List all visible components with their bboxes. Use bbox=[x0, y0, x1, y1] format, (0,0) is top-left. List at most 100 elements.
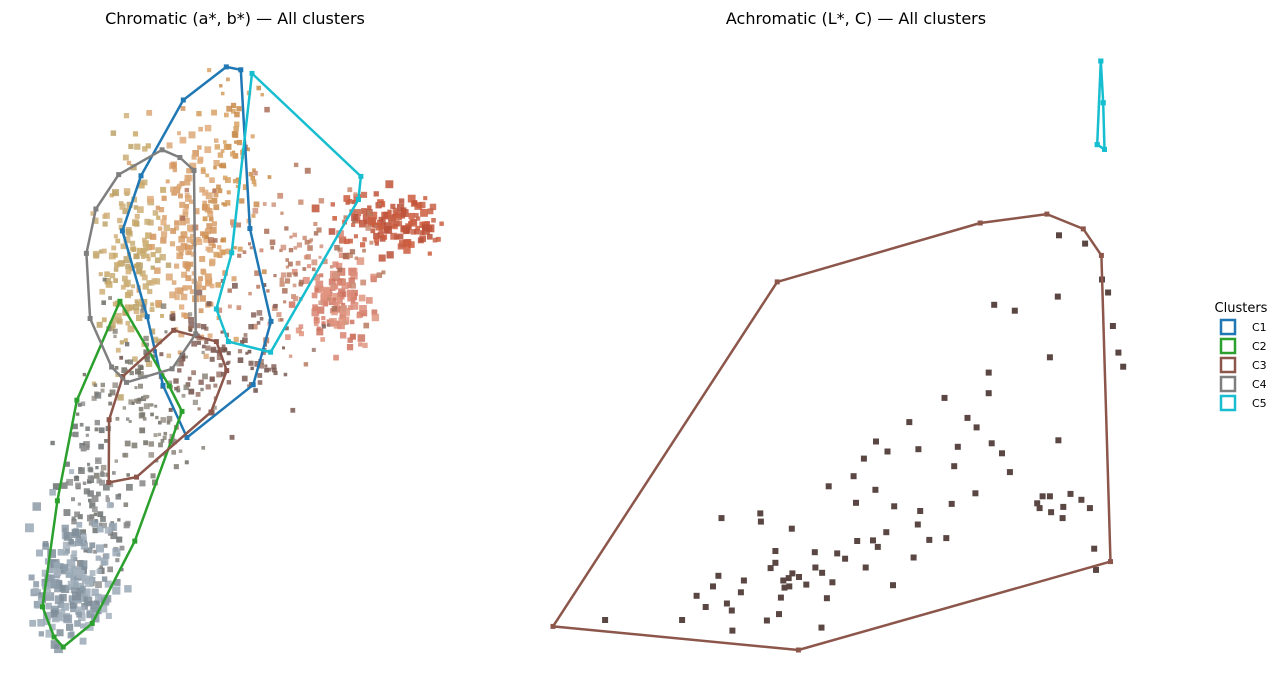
chromatic-point-624 bbox=[350, 333, 356, 340]
chromatic-point-1250 bbox=[100, 557, 109, 566]
chromatic-point-370 bbox=[217, 152, 224, 158]
chromatic-point-990 bbox=[158, 442, 163, 448]
chromatic-point-308 bbox=[189, 289, 195, 294]
chromatic-point-285 bbox=[181, 312, 187, 318]
chromatic-point-999 bbox=[142, 417, 147, 421]
chromatic-point-588 bbox=[332, 261, 339, 268]
chromatic-point-1256 bbox=[45, 589, 52, 596]
chromatic-point-541 bbox=[360, 242, 366, 248]
chromatic-point-1105 bbox=[98, 522, 103, 526]
achromatic-hull-vertex-c3-6 bbox=[977, 220, 983, 226]
chromatic-point-1132 bbox=[91, 520, 99, 528]
chromatic-point-1245 bbox=[38, 592, 46, 600]
chromatic-point-693 bbox=[279, 277, 284, 282]
chromatic-point-1301 bbox=[63, 550, 69, 556]
chromatic-point-1290 bbox=[105, 612, 112, 619]
chromatic-point-34 bbox=[122, 275, 128, 282]
chromatic-point-769 bbox=[280, 318, 284, 322]
chromatic-point-135 bbox=[120, 243, 127, 250]
chromatic-point-868 bbox=[227, 360, 231, 364]
chromatic-point-1212 bbox=[104, 580, 112, 588]
chromatic-point-69 bbox=[115, 317, 122, 324]
chromatic-point-825 bbox=[195, 323, 201, 329]
chromatic-point-515 bbox=[332, 216, 337, 221]
chromatic-point-342 bbox=[226, 77, 230, 82]
chromatic-point-1004 bbox=[150, 412, 154, 417]
chromatic-hull-vertex-c5-0 bbox=[249, 70, 255, 76]
chromatic-point-1302 bbox=[85, 579, 94, 587]
chromatic-point-674 bbox=[329, 265, 334, 269]
chromatic-point-155 bbox=[113, 267, 119, 272]
chromatic-point-1280 bbox=[32, 502, 41, 511]
chromatic-point-884 bbox=[237, 357, 244, 363]
chromatic-point-98 bbox=[112, 189, 119, 197]
chromatic-point-1204 bbox=[69, 601, 78, 609]
chromatic-point-926 bbox=[108, 401, 113, 406]
chromatic-point-175 bbox=[126, 160, 132, 165]
chromatic-point-111 bbox=[123, 338, 128, 343]
chromatic-point-295 bbox=[198, 126, 203, 132]
chromatic-point-68 bbox=[152, 210, 159, 216]
chromatic-point-794 bbox=[187, 376, 192, 381]
achromatic-point-c3-14 bbox=[803, 581, 810, 588]
achromatic-point-c3-86 bbox=[763, 617, 770, 624]
chromatic-point-1283 bbox=[38, 631, 44, 637]
legend-swatch-c4 bbox=[1219, 375, 1237, 393]
chromatic-point-84 bbox=[156, 338, 163, 345]
chromatic-point-530 bbox=[429, 203, 437, 211]
chromatic-point-259 bbox=[178, 235, 185, 243]
achromatic-point-c3-87 bbox=[767, 565, 774, 572]
chromatic-point-891 bbox=[171, 312, 176, 317]
achromatic-point-c3-83 bbox=[972, 490, 979, 497]
chromatic-point-939 bbox=[113, 334, 117, 339]
chromatic-point-778 bbox=[378, 202, 382, 207]
chromatic-point-1284 bbox=[91, 588, 99, 596]
chromatic-point-362 bbox=[221, 237, 227, 243]
legend-swatch-c2 bbox=[1219, 337, 1237, 355]
chromatic-point-642 bbox=[331, 308, 338, 316]
chromatic-point-676 bbox=[242, 250, 247, 254]
chromatic-point-495 bbox=[362, 237, 367, 242]
chromatic-hull-vertex-c4-4 bbox=[169, 366, 175, 372]
chromatic-point-119 bbox=[123, 281, 129, 288]
chromatic-point-502 bbox=[427, 208, 434, 215]
chromatic-point-446 bbox=[393, 220, 400, 227]
chromatic-point-533 bbox=[402, 239, 411, 247]
chromatic-point-763 bbox=[307, 245, 313, 251]
chromatic-point-405 bbox=[236, 139, 243, 146]
chromatic-point-564 bbox=[332, 293, 341, 301]
chromatic-point-266 bbox=[178, 331, 185, 338]
achromatic-point-c3-64 bbox=[1056, 232, 1062, 239]
chromatic-point-113 bbox=[117, 260, 124, 267]
chromatic-point-838 bbox=[119, 355, 124, 360]
chromatic-point-1065 bbox=[87, 462, 91, 466]
chromatic-point-1299 bbox=[103, 553, 110, 559]
chromatic-point-728 bbox=[342, 252, 349, 259]
chromatic-point-717 bbox=[347, 187, 353, 193]
chromatic-point-1218 bbox=[71, 581, 79, 589]
chromatic-point-239 bbox=[188, 131, 196, 139]
chromatic-point-365 bbox=[223, 140, 227, 144]
chromatic-point-157 bbox=[117, 217, 123, 224]
chromatic-point-1149 bbox=[61, 524, 69, 532]
chromatic-point-297 bbox=[174, 220, 179, 226]
chromatic-point-33 bbox=[118, 224, 124, 230]
chromatic-point-789 bbox=[251, 312, 257, 318]
chromatic-point-657 bbox=[314, 287, 319, 292]
chromatic-point-329 bbox=[179, 201, 186, 208]
achromatic-point-c3-11 bbox=[785, 575, 792, 582]
chromatic-point-237 bbox=[190, 233, 195, 238]
chromatic-point-708 bbox=[277, 318, 282, 322]
achromatic-point-c3-91 bbox=[819, 569, 826, 576]
chromatic-point-141 bbox=[142, 237, 147, 243]
chromatic-point-879 bbox=[248, 360, 254, 366]
chromatic-point-144 bbox=[137, 262, 143, 269]
chromatic-point-974 bbox=[202, 373, 208, 380]
chromatic-point-665 bbox=[337, 247, 343, 253]
chromatic-point-854 bbox=[170, 316, 176, 322]
chromatic-point-911 bbox=[160, 439, 165, 443]
chromatic-point-896 bbox=[154, 404, 158, 408]
achromatic-point-c3-12 bbox=[786, 583, 793, 590]
chromatic-hull-vertex-c4-5 bbox=[124, 379, 129, 385]
achromatic-point-c3-13 bbox=[780, 577, 787, 584]
